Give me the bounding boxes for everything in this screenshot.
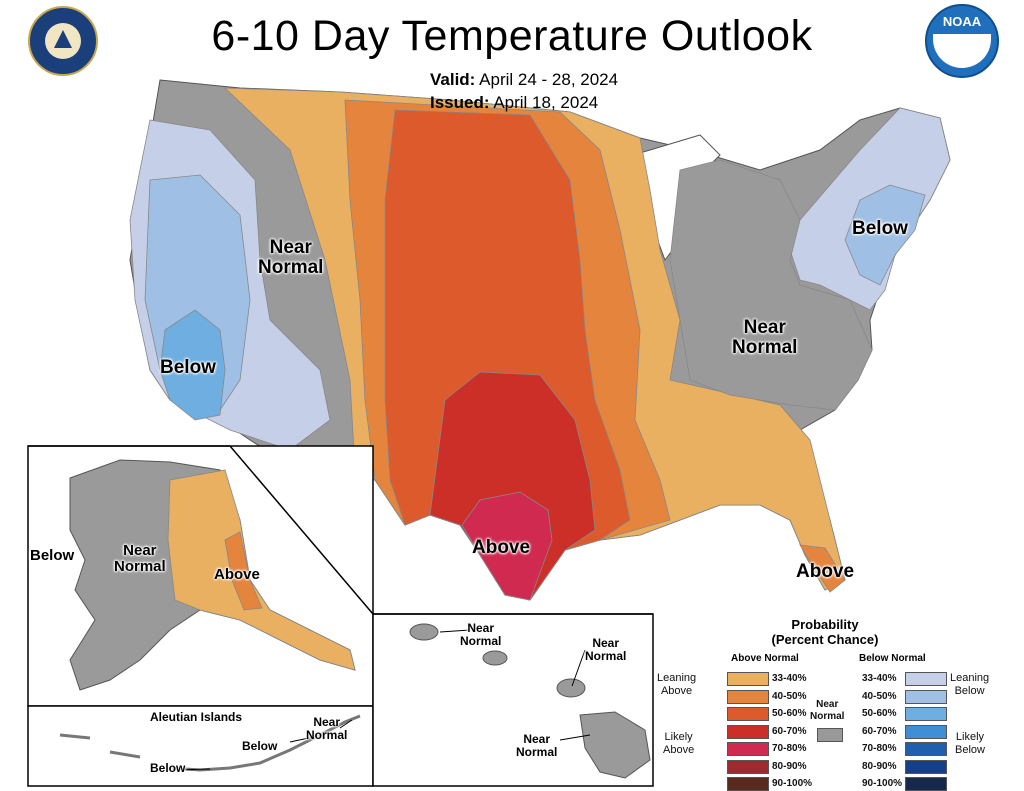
legend-above-swatch [727, 742, 769, 756]
legend-above-range: 33-40% [772, 673, 807, 684]
legend-likely-above: Likely Above [663, 731, 695, 756]
legend-leaning-below: Leaning Below [950, 672, 990, 697]
label-above-florida: Above [796, 561, 855, 582]
label-near-normal-east: Near Normal [732, 317, 798, 358]
alaska-33-40-above [167, 469, 356, 671]
legend-below-range: 40-50% [862, 690, 897, 702]
legend-near-normal-swatch [817, 728, 843, 742]
issued-line: Issued: April 18, 2024 [430, 93, 599, 112]
legend-below-swatch [905, 777, 947, 791]
legend-below-swatch [905, 759, 947, 774]
legend-below-header: Below Normal [859, 653, 926, 664]
legend-leaning-above: Leaning Above [657, 672, 697, 697]
commerce-seal-logo [28, 6, 98, 76]
legend-below-range: 33-40% [862, 673, 897, 684]
legend-above-range: 60-70% [772, 725, 807, 737]
legend-above-swatch [727, 777, 769, 791]
legend-above-swatch [727, 724, 769, 739]
legend-above-range: 40-50% [772, 690, 807, 702]
noaa-logo: NOAA [925, 4, 999, 78]
legend-above-swatch [727, 707, 769, 721]
legend-below-range: 80-90% [862, 760, 897, 772]
legend-below-swatch [905, 689, 947, 704]
legend-likely-below: Likely Below [955, 731, 985, 756]
northeast-40-50-below [844, 184, 926, 286]
label-alaska-near-normal: Near Normal [114, 542, 166, 575]
legend-below-swatch [905, 707, 947, 721]
alaska-40-50-above [224, 531, 263, 611]
valid-line: Valid: April 24 - 28, 2024 [430, 70, 619, 89]
legend-near-normal: Near Normal [810, 699, 845, 722]
hawaii-oahu [482, 650, 508, 666]
florida-40-50-above [799, 544, 846, 593]
legend-above-range: 90-100% [772, 778, 813, 789]
label-aleutian-below-2: Below [150, 761, 186, 775]
label-below-northeast: Below [852, 218, 908, 239]
legend-above-range: 70-80% [772, 743, 807, 754]
label-alaska-below: Below [30, 547, 75, 564]
center-70-80-above [461, 491, 553, 601]
legend-above-swatch [727, 672, 769, 686]
hawaii-kauai [409, 623, 439, 641]
label-aleutian-title: Aleutian Islands [150, 710, 243, 724]
label-hawaii-near-normal-2: Near Normal [585, 636, 627, 663]
legend-below-swatch [905, 724, 947, 739]
label-aleutian-below-1: Below [242, 739, 278, 753]
legend-above-range: 80-90% [772, 760, 807, 772]
legend-title: Probability (Percent Chance) [771, 617, 879, 647]
legend-below-range: 60-70% [862, 725, 897, 737]
legend-above-swatch [727, 759, 769, 774]
legend-below-range: 70-80% [862, 743, 897, 754]
hawaii-maui [556, 678, 586, 698]
label-aleutian-near-normal: Near Normal [306, 715, 348, 742]
label-hawaii-near-normal-3: Near Normal [516, 732, 558, 759]
issued-date: April 18, 2024 [493, 93, 599, 112]
label-hawaii-near-normal-1: Near Normal [460, 621, 502, 648]
legend-above-header: Above Normal [731, 653, 799, 664]
center-60-70-above [429, 371, 596, 601]
page-title: 6-10 Day Temperature Outlook [211, 12, 813, 60]
legend-below-range: 90-100% [862, 778, 903, 789]
west-50-60-below [159, 309, 226, 421]
legend-above-swatch [727, 689, 769, 704]
label-above-south: Above [472, 537, 531, 558]
valid-dates: April 24 - 28, 2024 [479, 70, 619, 89]
label-below-west: Below [160, 357, 216, 378]
legend-below-range: 50-60% [862, 708, 897, 719]
legend-above-range: 50-60% [772, 708, 807, 719]
aleutian-chain [59, 714, 361, 772]
legend-below-swatch [905, 672, 947, 686]
east-near-normal [669, 159, 873, 411]
legend-below-swatch [905, 742, 947, 756]
label-near-normal-west: Near Normal [258, 237, 324, 278]
noaa-logo-text: NOAA [942, 14, 982, 29]
label-alaska-above: Above [214, 566, 260, 583]
hawaii-big-island [579, 711, 651, 779]
